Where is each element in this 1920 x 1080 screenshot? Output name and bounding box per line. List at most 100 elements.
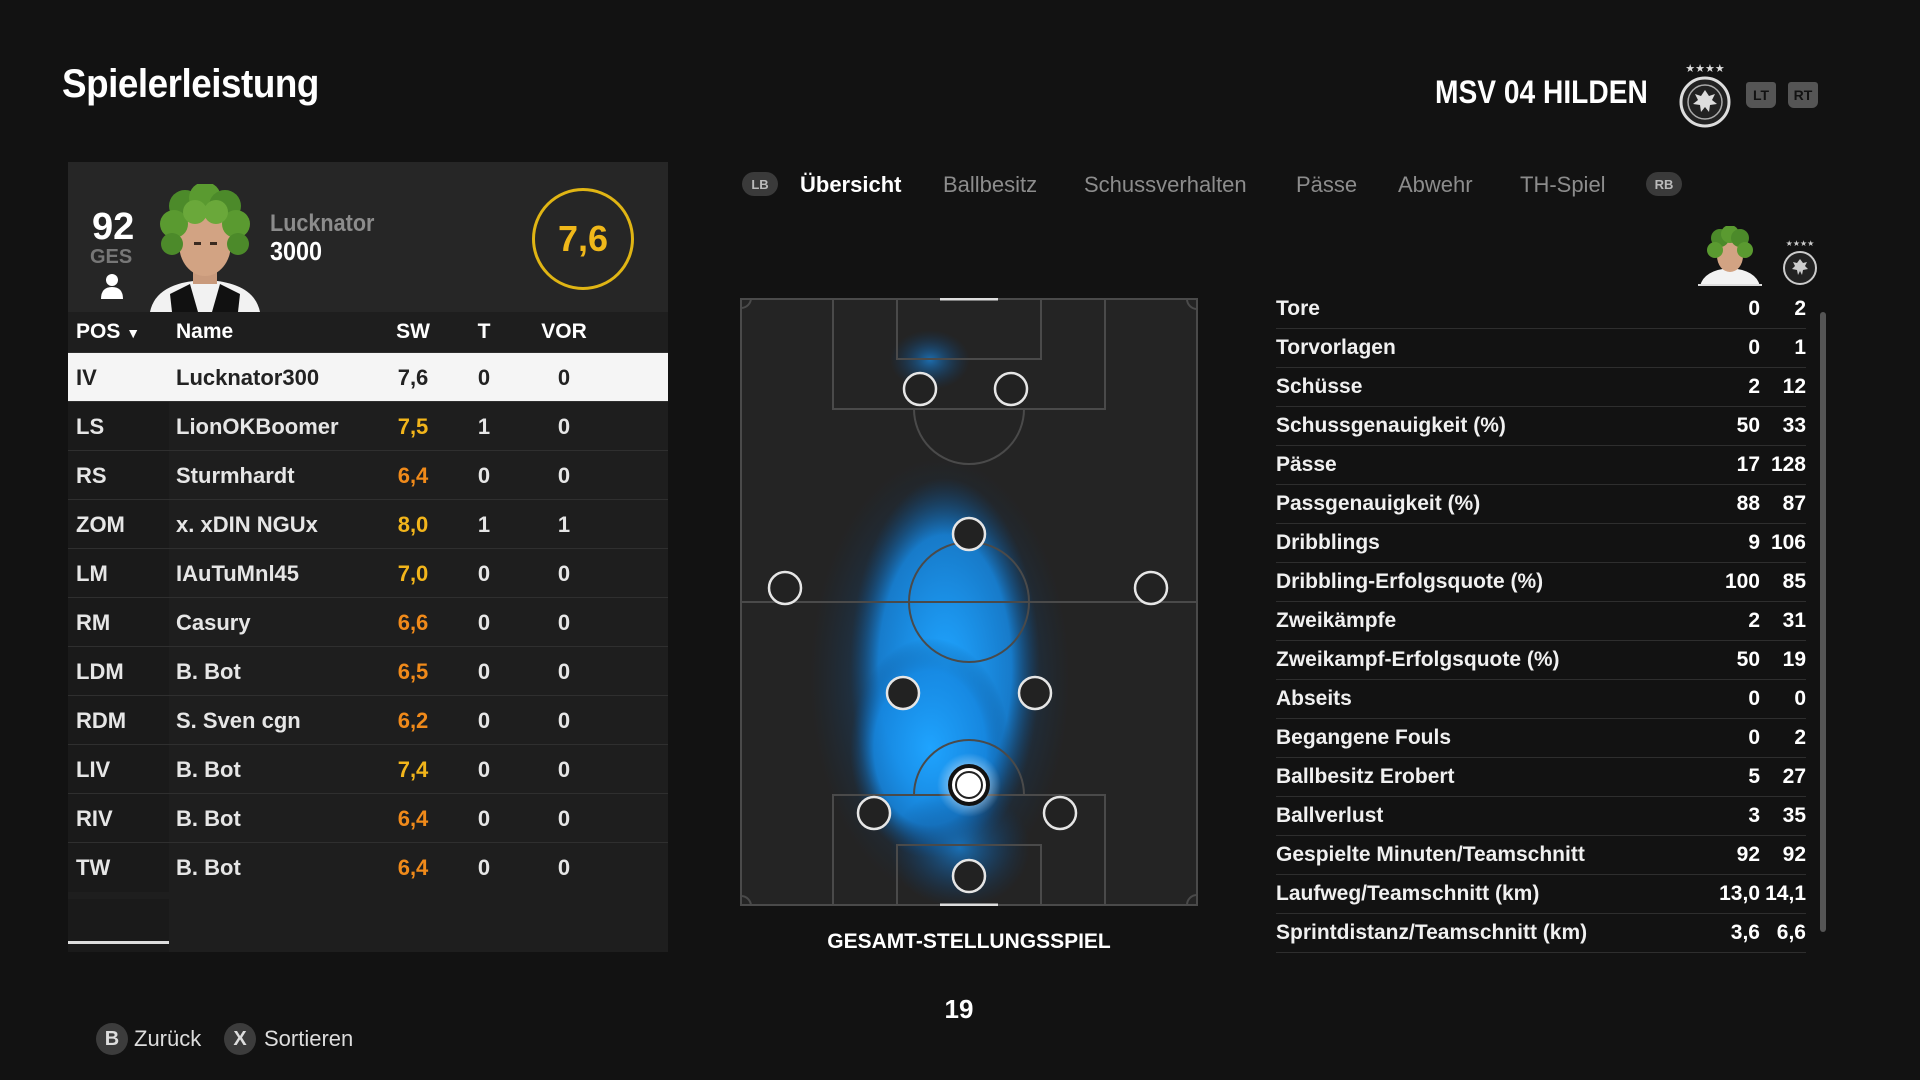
x-button-icon[interactable]: X <box>224 1023 256 1055</box>
match-rating: 7,6 <box>532 188 634 290</box>
stat-player-value: 17 <box>1736 453 1760 476</box>
player-name-line1: Lucknator <box>270 210 375 237</box>
row-position: LM <box>68 549 169 598</box>
stat-row: Begangene Fouls 0 2 <box>1276 719 1806 758</box>
stat-player-value: 9 <box>1748 531 1760 554</box>
table-row[interactable]: LIV B. Bot 7,4 0 0 <box>68 744 668 794</box>
row-assists: 0 <box>557 365 571 390</box>
stat-label: Passgenauigkeit (%) <box>1276 492 1481 515</box>
column-header-t[interactable]: T <box>477 320 491 343</box>
table-row[interactable]: RM Casury 6,6 0 0 <box>68 597 668 647</box>
stat-player-value: 3,6 <box>1730 921 1760 944</box>
stat-team-value: 33 <box>1782 414 1806 437</box>
table-row[interactable]: RDM S. Sven cgn 6,2 0 0 <box>68 695 668 745</box>
stat-team-value: 85 <box>1782 570 1806 593</box>
stat-label: Tore <box>1276 297 1320 320</box>
stat-row: Dribbling-Erfolgsquote (%) 100 85 <box>1276 563 1806 602</box>
player-avatar-small <box>1698 226 1762 286</box>
stat-label: Ballbesitz Erobert <box>1276 765 1455 788</box>
sort-label[interactable]: Sortieren <box>264 1026 354 1051</box>
player-table-panel: 92 GES Lucknator 3000 7,6 POS ▼ <box>68 162 668 952</box>
row-player-name: B. Bot <box>176 659 241 684</box>
stat-row: Tore 0 2 <box>1276 290 1806 329</box>
tab-abwehr[interactable]: Abwehr <box>1398 172 1473 197</box>
row-assists: 0 <box>557 855 571 880</box>
row-position: LIV <box>68 745 169 794</box>
b-button-icon[interactable]: B <box>96 1023 128 1055</box>
tab-th-spiel[interactable]: TH-Spiel <box>1520 172 1606 197</box>
row-assists: 0 <box>557 757 571 782</box>
row-goals: 1 <box>477 512 491 537</box>
stat-player-value: 2 <box>1748 375 1760 398</box>
stat-player-value: 50 <box>1736 414 1760 437</box>
row-goals: 0 <box>477 855 491 880</box>
lb-button-icon[interactable]: LB <box>742 172 778 196</box>
stat-label: Dribblings <box>1276 531 1380 554</box>
stat-player-value: 0 <box>1748 336 1760 359</box>
stat-player-value: 0 <box>1748 726 1760 749</box>
column-header-pos[interactable]: POS ▼ <box>76 320 141 343</box>
stat-player-value: 3 <box>1748 804 1760 827</box>
rt-button-icon[interactable]: RT <box>1788 82 1818 108</box>
stat-row: Schussgenauigkeit (%) 50 33 <box>1276 407 1806 446</box>
rb-button-icon[interactable]: RB <box>1646 172 1682 196</box>
tab-paesse[interactable]: Pässe <box>1296 172 1358 197</box>
column-header-sw[interactable]: SW <box>396 320 430 343</box>
stat-team-value: 2 <box>1794 297 1806 320</box>
club-name: MSV 04 HILDEN <box>1435 74 1648 110</box>
table-row[interactable]: LM IAuTuMnl45 7,0 0 0 <box>68 548 668 598</box>
stat-row: Torvorlagen 0 1 <box>1276 329 1806 368</box>
row-goals: 0 <box>477 806 491 831</box>
table-row[interactable]: LDM B. Bot 6,5 0 0 <box>68 646 668 696</box>
row-rating: 6,6 <box>397 610 429 635</box>
table-row[interactable]: RIV B. Bot 6,4 0 0 <box>68 793 668 843</box>
table-row[interactable]: ZOM x. xDIN NGUx 8,0 1 1 <box>68 499 668 549</box>
stat-player-value: 13,0 <box>1719 882 1760 905</box>
column-header-name[interactable]: Name <box>176 320 234 343</box>
table-row[interactable]: LS LionOKBoomer 7,5 1 0 <box>68 401 668 451</box>
row-player-name: Sturmhardt <box>176 463 295 488</box>
player-name-line2: 3000 <box>270 236 323 266</box>
row-rating: 6,4 <box>397 855 429 880</box>
table-row[interactable]: RS Sturmhardt 6,4 0 0 <box>68 450 668 500</box>
stat-label: Ballverlust <box>1276 804 1384 827</box>
player-card: 92 GES Lucknator 3000 7,6 <box>68 162 668 312</box>
stat-team-value: 35 <box>1782 804 1806 827</box>
row-rating: 6,5 <box>397 659 429 684</box>
column-header-vor[interactable]: VOR <box>541 320 587 343</box>
table-row[interactable]: IV Lucknator300 7,6 0 0 <box>68 352 668 402</box>
row-assists: 0 <box>557 659 571 684</box>
table-row[interactable]: TW B. Bot 6,4 0 0 <box>68 842 668 892</box>
tab-uebersicht[interactable]: Übersicht <box>800 172 902 197</box>
overall-label: GES <box>90 246 133 268</box>
tab-schussverhalten[interactable]: Schussverhalten <box>1084 172 1247 197</box>
back-label[interactable]: Zurück <box>134 1026 202 1051</box>
stat-label: Torvorlagen <box>1276 336 1396 359</box>
stat-team-value: 92 <box>1782 843 1806 866</box>
lt-button-icon[interactable]: LT <box>1746 82 1776 108</box>
row-player-name: B. Bot <box>176 757 241 782</box>
person-icon <box>101 274 123 299</box>
row-rating: 7,4 <box>397 757 429 782</box>
stat-row: Passgenauigkeit (%) 88 87 <box>1276 485 1806 524</box>
stat-player-value: 88 <box>1736 492 1760 515</box>
player-avatar <box>150 184 260 312</box>
heatmap-caption: GESAMT-STELLUNGSSPIEL <box>827 930 1111 953</box>
row-rating: 6,4 <box>397 806 429 831</box>
stat-row: Ballverlust 3 35 <box>1276 797 1806 836</box>
row-position: ZOM <box>68 500 169 549</box>
stat-label: Zweikämpfe <box>1276 609 1397 632</box>
stat-row: Dribblings 9 106 <box>1276 524 1806 563</box>
stat-team-value: 106 <box>1770 531 1806 554</box>
row-position: TW <box>68 843 169 892</box>
stat-player-value: 100 <box>1724 570 1760 593</box>
stat-label: Gespielte Minuten/Teamschnitt <box>1276 843 1585 866</box>
stat-player-value: 2 <box>1748 609 1760 632</box>
tab-ballbesitz[interactable]: Ballbesitz <box>943 172 1038 197</box>
stats-scrollbar[interactable] <box>1820 312 1826 932</box>
row-player-name: Lucknator300 <box>176 365 320 390</box>
row-player-name: S. Sven cgn <box>176 708 301 733</box>
stat-team-value: 6,6 <box>1776 921 1806 944</box>
row-player-name: B. Bot <box>176 855 241 880</box>
row-rating: 6,4 <box>397 463 429 488</box>
